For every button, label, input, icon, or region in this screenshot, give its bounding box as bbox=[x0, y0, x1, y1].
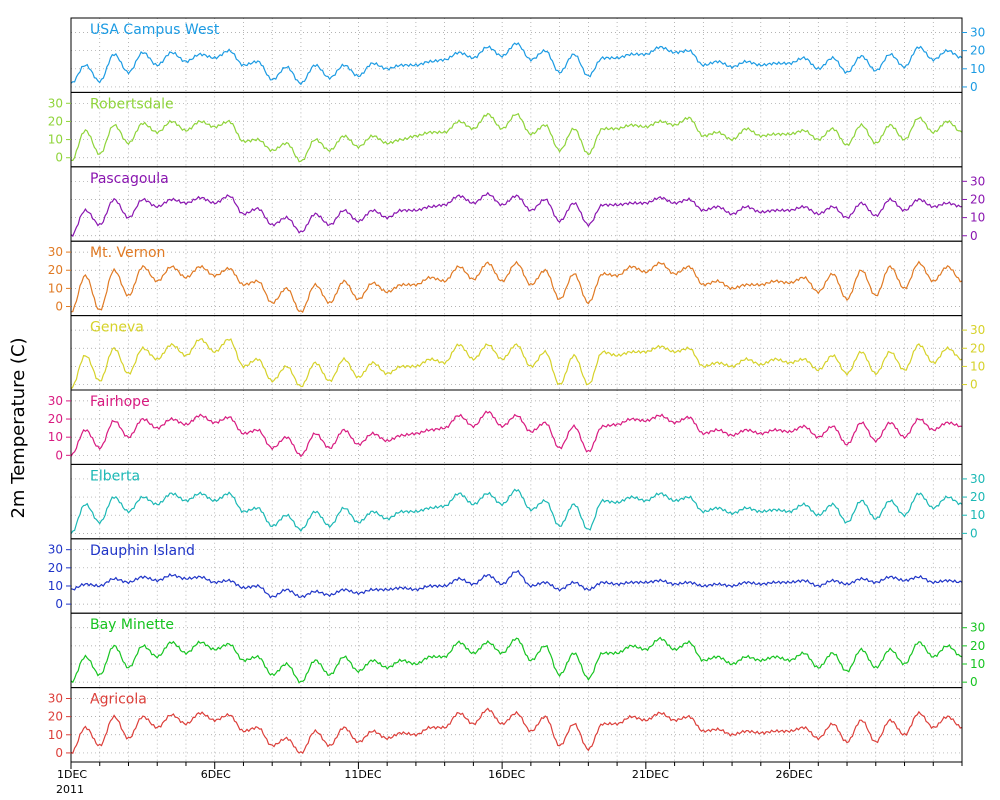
y-tick-label: 10 bbox=[970, 657, 985, 671]
panel-frame bbox=[70, 612, 963, 689]
y-tick-label: 30 bbox=[970, 323, 985, 337]
x-year-label: 2011 bbox=[56, 783, 84, 796]
panel-dauphin-island: 0 10 20 30 Dauphin Island bbox=[48, 538, 963, 614]
series-line-agricola bbox=[70, 707, 963, 755]
y-tick-label: 20 bbox=[970, 490, 985, 504]
y-tick-label: 10 bbox=[48, 579, 63, 593]
series-name-dauphin-island: Dauphin Island bbox=[90, 543, 195, 559]
y-tick-label: 20 bbox=[48, 114, 63, 128]
y-tick-label: 0 bbox=[970, 526, 978, 540]
y-tick-label: 20 bbox=[48, 263, 63, 277]
y-tick-label: 30 bbox=[48, 245, 63, 259]
y-tick-label: 10 bbox=[48, 430, 63, 444]
y-tick-label: 10 bbox=[48, 281, 63, 295]
series-name-bay-minette: Bay Minette bbox=[90, 617, 174, 633]
series-line-dauphin-island bbox=[70, 569, 963, 599]
series-line-fairhope bbox=[70, 410, 963, 458]
series-line-mt-vernon bbox=[70, 260, 963, 314]
y-tick-label: 30 bbox=[970, 621, 985, 635]
panel-frame bbox=[70, 463, 963, 540]
y-tick-label: 30 bbox=[48, 394, 63, 408]
series-name-elberta: Elberta bbox=[90, 468, 140, 484]
series-name-fairhope: Fairhope bbox=[90, 394, 150, 410]
y-tick-label: 30 bbox=[48, 543, 63, 557]
panel-geneva: 0 10 20 30 Geneva bbox=[70, 315, 985, 392]
x-tick-label: 11DEC bbox=[344, 768, 381, 781]
y-tick-label: 0 bbox=[970, 80, 978, 94]
y-tick-label: 10 bbox=[970, 508, 985, 522]
y-tick-label: 30 bbox=[970, 174, 985, 188]
x-axis: 1DEC 6DEC 11DEC 16DEC 21DEC 26DEC bbox=[57, 762, 963, 781]
panel-pascagoula: 0 10 20 30 Pascagoula bbox=[70, 166, 985, 243]
panel-fairhope: 0 10 20 30 Fairhope bbox=[48, 389, 963, 465]
y-tick-label: 20 bbox=[970, 44, 985, 58]
y-tick-label: 30 bbox=[970, 472, 985, 486]
series-name-mt-vernon: Mt. Vernon bbox=[90, 245, 165, 261]
series-name-agricola: Agricola bbox=[90, 692, 147, 708]
y-tick-label: 10 bbox=[970, 211, 985, 225]
series-name-pascagoula: Pascagoula bbox=[90, 171, 169, 187]
y-tick-label: 30 bbox=[48, 96, 63, 110]
x-tick-label: 16DEC bbox=[488, 768, 525, 781]
x-tick-label: 6DEC bbox=[201, 768, 231, 781]
y-tick-label: 0 bbox=[55, 151, 63, 165]
series-name-geneva: Geneva bbox=[90, 320, 144, 336]
panel-elberta: 0 10 20 30 Elberta bbox=[70, 463, 985, 540]
y-tick-label: 20 bbox=[48, 710, 63, 724]
series-line-elberta bbox=[70, 488, 963, 535]
x-tick-label: 1DEC bbox=[57, 768, 87, 781]
series-name-usa-campus-west: USA Campus West bbox=[90, 22, 220, 38]
y-tick-label: 0 bbox=[970, 378, 978, 392]
x-tick-label: 21DEC bbox=[632, 768, 669, 781]
y-tick-label: 20 bbox=[48, 561, 63, 575]
panel-frame bbox=[70, 315, 963, 391]
y-tick-label: 0 bbox=[970, 675, 978, 689]
y-tick-label: 10 bbox=[970, 62, 985, 76]
panel-usa-campus-west: 0 10 20 30 USA Campus West bbox=[70, 17, 985, 94]
y-tick-label: 30 bbox=[48, 691, 63, 705]
y-tick-label: 10 bbox=[970, 359, 985, 373]
y-tick-label: 20 bbox=[970, 639, 985, 653]
series-line-bay-minette bbox=[70, 636, 963, 684]
y-tick-label: 10 bbox=[48, 133, 63, 147]
x-tick-label: 26DEC bbox=[776, 768, 813, 781]
y-tick-label: 0 bbox=[970, 229, 978, 243]
series-name-robertsdale: Robertsdale bbox=[90, 96, 174, 112]
panel-mt-vernon: 0 10 20 30 Mt. Vernon bbox=[48, 240, 963, 317]
series-line-geneva bbox=[70, 337, 963, 390]
series-line-pascagoula bbox=[70, 191, 962, 237]
panel-agricola: 0 10 20 30 Agricola bbox=[48, 687, 963, 763]
y-tick-label: 30 bbox=[970, 26, 985, 40]
y-tick-label: 10 bbox=[48, 728, 63, 742]
panel-bay-minette: 0 10 20 30 Bay Minette bbox=[70, 612, 985, 689]
panel-robertsdale: 0 10 20 30 Robertsdale bbox=[48, 91, 963, 168]
y-tick-label: 0 bbox=[55, 300, 63, 314]
panel-frame bbox=[70, 687, 963, 763]
y-tick-label: 0 bbox=[55, 597, 63, 611]
y-tick-label: 20 bbox=[970, 341, 985, 355]
series-line-robertsdale bbox=[70, 112, 963, 163]
series-line-usa-campus-west bbox=[70, 42, 963, 86]
y-axis-label: 2m Temperature (C) bbox=[8, 337, 29, 518]
panel-frame bbox=[70, 166, 963, 242]
y-tick-label: 20 bbox=[48, 412, 63, 426]
y-tick-label: 20 bbox=[970, 192, 985, 206]
panel-frame bbox=[70, 91, 963, 168]
y-tick-label: 0 bbox=[55, 448, 63, 462]
panel-frame bbox=[70, 538, 963, 614]
y-tick-label: 0 bbox=[55, 746, 63, 760]
